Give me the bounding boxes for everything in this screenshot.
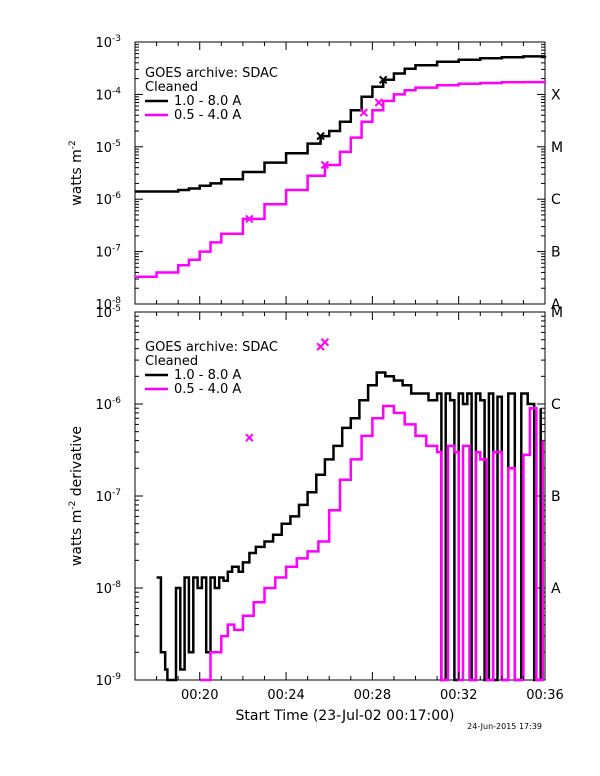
flux-class-label: B — [551, 245, 561, 261]
flux-series — [135, 55, 547, 279]
flux-y-axis-title: watts m-2 — [68, 140, 85, 205]
derivative-y-tick-label: 10-5 — [95, 304, 121, 321]
flux-legend-subtitle: Cleaned — [145, 80, 198, 95]
derivative-y-ticks: 10-5 10-6 10-7 10-8 10-9 — [95, 304, 545, 689]
flux-series-short-line — [135, 80, 547, 279]
flux-class-label: C — [551, 192, 561, 208]
derivative-class-labels: M C B A — [551, 305, 563, 597]
flux-x-marker — [245, 214, 254, 224]
flux-y-ticks: 10-3 10-4 10-5 10-6 10-7 10-8 — [95, 34, 545, 313]
flux-x-marker — [378, 75, 388, 85]
x-tick-label: 00:20 — [181, 688, 218, 703]
derivative-class-label: M — [551, 305, 563, 321]
derivative-y-tick-label: 10-7 — [95, 488, 121, 505]
derivative-series-long-line — [156, 371, 542, 682]
x-tick-label: 00:36 — [526, 688, 563, 703]
flux-y-tick-label: 10-5 — [95, 139, 121, 156]
derivative-y-tick-label: 10-8 — [95, 580, 121, 597]
x-tick-labels: 00:20 00:24 00:28 00:32 00:36 — [181, 688, 564, 703]
derivative-legend-title: GOES archive: SDAC — [145, 340, 278, 355]
derivative-class-label: B — [551, 489, 561, 505]
plot-timestamp: 24-Jun-2015 17:39 — [467, 722, 542, 731]
flux-class-label: M — [551, 140, 563, 156]
derivative-x-marker — [245, 433, 254, 442]
flux-y-tick-label: 10-3 — [95, 34, 121, 51]
flux-x-marker — [316, 131, 325, 141]
flux-class-label: X — [551, 87, 561, 103]
flux-panel: 10-3 10-4 10-5 10-6 10-7 10-8 X M C B A GOES arch… — [68, 34, 563, 313]
flux-x-marker — [320, 160, 330, 170]
derivative-legend-entry-short: 0.5 - 4.0 A — [174, 382, 241, 397]
flux-class-labels: X M C B A — [551, 87, 563, 313]
derivative-series-short-line — [199, 404, 545, 682]
flux-legend-entry-short: 0.5 - 4.0 A — [174, 108, 241, 123]
derivative-markers — [245, 337, 330, 442]
flux-y-tick-label: 10-6 — [95, 191, 121, 208]
flux-y-tick-label: 10-4 — [95, 86, 121, 103]
derivative-y-tick-label: 10-9 — [95, 672, 121, 689]
flux-y-tick-label: 10-8 — [95, 296, 121, 313]
flux-markers — [245, 75, 388, 224]
derivative-x-ticks — [134, 312, 546, 680]
flux-x-marker — [359, 108, 368, 117]
x-tick-label: 00:28 — [354, 688, 391, 703]
x-tick-label: 00:32 — [440, 688, 477, 703]
derivative-y-axis-title: watts m-2 derivative — [68, 426, 85, 566]
flux-x-ticks — [134, 42, 546, 304]
x-tick-label: 00:24 — [267, 688, 304, 703]
derivative-class-label: A — [551, 581, 561, 597]
derivative-series — [156, 371, 545, 682]
derivative-legend: GOES archive: SDAC Cleaned 1.0 - 8.0 A 0… — [145, 340, 278, 397]
flux-legend-title: GOES archive: SDAC — [145, 66, 278, 81]
flux-legend-entry-long: 1.0 - 8.0 A — [174, 94, 241, 109]
flux-class-label: A — [551, 297, 561, 313]
flux-y-tick-label: 10-7 — [95, 244, 121, 261]
x-axis-title: Start Time (23-Jul-02 00:17:00) — [235, 708, 454, 724]
derivative-legend-entry-long: 1.0 - 8.0 A — [174, 368, 241, 383]
derivative-panel: 10-5 10-6 10-7 10-8 10-9 M C B A GOES archive: … — [68, 304, 563, 689]
derivative-x-marker — [320, 337, 330, 347]
flux-panel-frame — [134, 41, 546, 305]
derivative-y-tick-label: 10-6 — [95, 396, 121, 413]
flux-series-long-line — [135, 55, 547, 193]
flux-x-marker — [374, 98, 384, 107]
flux-legend: GOES archive: SDAC Cleaned 1.0 - 8.0 A 0… — [145, 66, 278, 123]
derivative-class-label: C — [551, 397, 561, 413]
derivative-legend-subtitle: Cleaned — [145, 354, 198, 369]
